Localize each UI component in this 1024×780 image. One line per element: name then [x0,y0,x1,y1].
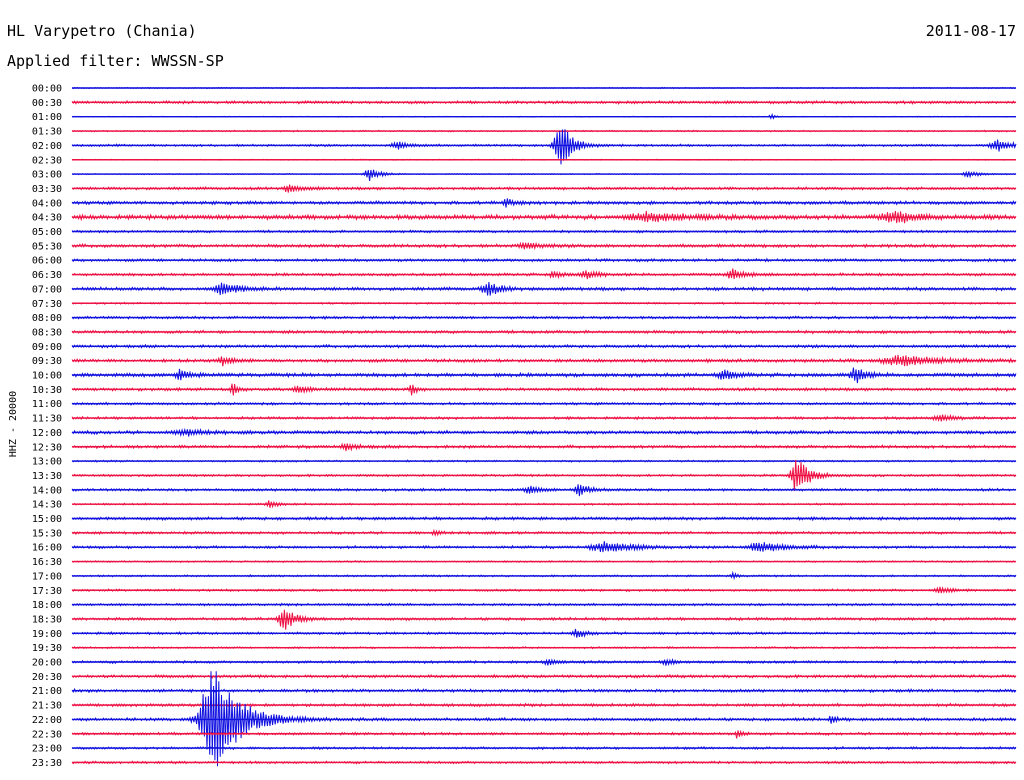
row-time-label: 22:30 [32,729,62,740]
row-time-label: 21:00 [32,686,62,697]
seismic-trace-row [71,268,1017,280]
row-time-label: 09:30 [32,356,62,367]
row-time-label: 06:00 [32,256,62,267]
row-time-label: 20:30 [32,672,62,683]
seismic-trace-row [71,609,1017,630]
row-time-label: 00:30 [32,98,62,109]
seismic-trace-row [71,367,1017,384]
row-time-label: 22:00 [32,715,62,726]
seismic-trace-row [71,210,1017,224]
row-time-label: 15:00 [32,514,62,525]
trace-lines [71,86,1017,767]
row-time-label: 07:00 [32,284,62,295]
row-time-label: 23:00 [32,744,62,755]
row-time-label: 21:30 [32,701,62,712]
row-time-label: 03:00 [32,170,62,181]
row-time-label: 18:30 [32,614,62,625]
row-time-label: 12:30 [32,442,62,453]
row-time-label: 05:30 [32,241,62,252]
row-time-label: 12:00 [32,428,62,439]
row-time-label: 19:30 [32,643,62,654]
row-time-label: 09:00 [32,342,62,353]
seismic-trace-row [71,729,1017,739]
row-time-label: 08:30 [32,327,62,338]
row-time-label: 18:00 [32,600,62,611]
station-title: HL Varypetro (Chania) [7,22,197,40]
seismic-trace-row [71,184,1017,193]
channel-label: HHZ - 20000 [8,391,19,457]
row-time-label: 10:30 [32,385,62,396]
time-axis-labels: 00:00 00:30 01:00 01:30 02:00 02:30 03:00 03:30… [32,84,62,769]
row-time-label: 19:00 [32,629,62,640]
row-time-label: 01:00 [32,112,62,123]
seismic-trace-row [71,673,1017,679]
row-time-label: 17:00 [32,571,62,582]
row-time-label: 13:00 [32,457,62,468]
row-time-label: 00:00 [32,84,62,95]
row-time-label: 15:30 [32,528,62,539]
row-time-label: 13:30 [32,471,62,482]
date-label: 2011-08-17 [926,22,1016,40]
row-time-label: 03:30 [32,184,62,195]
row-time-label: 16:00 [32,543,62,554]
row-time-label: 11:30 [32,414,62,425]
row-time-label: 01:30 [32,127,62,138]
row-time-label: 02:00 [32,141,62,152]
row-time-label: 05:00 [32,227,62,238]
row-time-label: 04:30 [32,213,62,224]
row-time-label: 14:30 [32,500,62,511]
seismic-trace-row [71,745,1017,751]
row-time-label: 10:00 [32,371,62,382]
filter-label: Applied filter: WWSSN-SP [7,52,224,70]
row-time-label: 06:30 [32,270,62,281]
row-time-label: 14:00 [32,485,62,496]
row-time-label: 07:30 [32,299,62,310]
row-time-label: 20:00 [32,658,62,669]
seismic-trace-row [71,354,1017,367]
row-time-label: 16:30 [32,557,62,568]
row-time-label: 08:00 [32,313,62,324]
row-time-label: 17:30 [32,586,62,597]
row-time-label: 02:30 [32,155,62,166]
seismic-trace-row [71,169,1017,181]
row-time-label: 23:30 [32,758,62,769]
row-time-label: 11:00 [32,399,62,410]
row-time-label: 04:00 [32,198,62,209]
